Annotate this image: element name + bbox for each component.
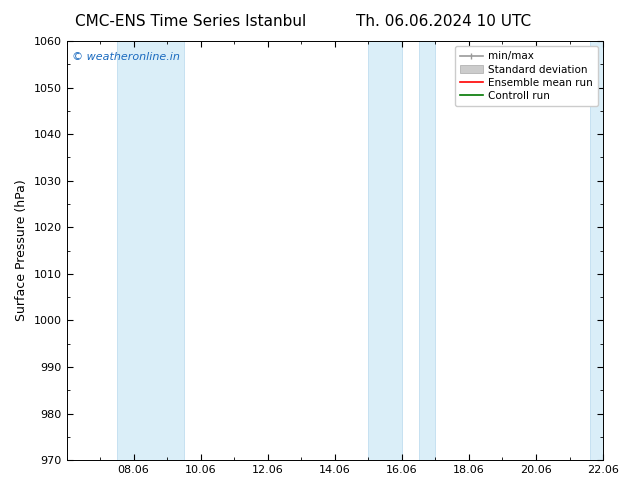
Text: CMC-ENS Time Series Istanbul: CMC-ENS Time Series Istanbul [75,14,306,29]
Bar [368,41,402,460]
Text: Th. 06.06.2024 10 UTC: Th. 06.06.2024 10 UTC [356,14,531,29]
Bar [590,41,603,460]
Text: © weatheronline.in: © weatheronline.in [72,51,180,62]
Bar [117,41,184,460]
Y-axis label: Surface Pressure (hPa): Surface Pressure (hPa) [15,180,28,321]
Bar [418,41,436,460]
Legend: min/max, Standard deviation, Ensemble mean run, Controll run: min/max, Standard deviation, Ensemble me… [455,46,598,106]
